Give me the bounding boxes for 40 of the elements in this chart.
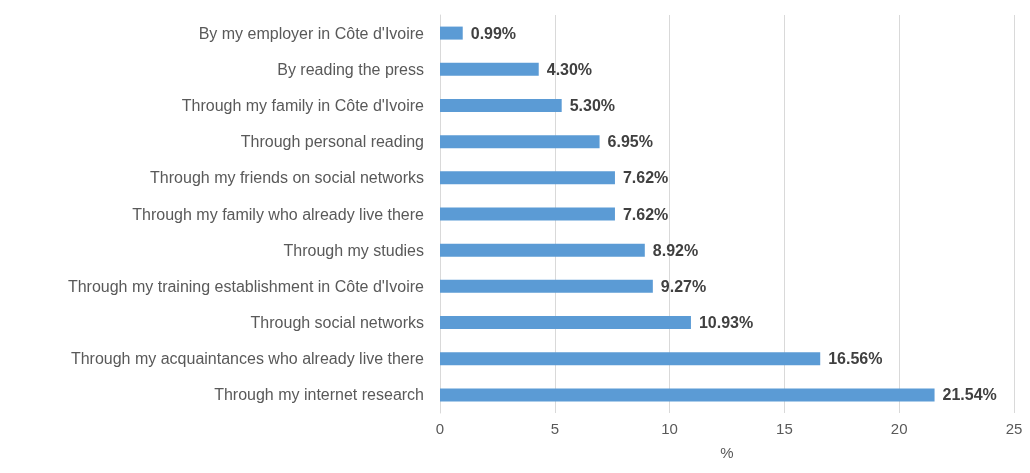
bar (440, 98, 562, 112)
bar (440, 388, 935, 402)
x-tick-label: 25 (1005, 420, 1023, 437)
y-tick-label: Through my studies (283, 241, 424, 259)
x-axis-title: % (720, 444, 734, 461)
y-tick-label: By my employer in Côte d'Ivoire (198, 24, 425, 42)
bar (440, 171, 615, 185)
x-tick-label: 15 (776, 420, 793, 437)
bar (440, 135, 600, 149)
data-label: 8.92% (652, 241, 699, 259)
data-label: 21.54% (942, 386, 997, 404)
data-label: 6.95% (607, 133, 653, 151)
y-tick-label: By reading the press (277, 60, 424, 78)
y-tick-label: Through my training establishment in Côte d'Ivoire (67, 277, 425, 295)
x-tick-label: 20 (890, 420, 908, 437)
bar (440, 352, 821, 366)
y-tick-label: Through my family who already live there (132, 205, 425, 223)
bar (440, 279, 653, 293)
data-label: 4.30% (546, 60, 593, 78)
y-tick-label: Through my acquaintances who already live there (70, 350, 425, 368)
y-tick-label: Through social networks (250, 314, 424, 332)
bar (440, 243, 645, 257)
data-label: 5.30% (569, 96, 616, 114)
data-label: 0.99% (470, 24, 517, 42)
x-tick-label: 10 (661, 420, 678, 437)
x-tick-label: 0 (435, 420, 445, 437)
data-label: 9.27% (660, 277, 707, 295)
x-tick-label: 5 (550, 420, 559, 437)
y-tick-label: Through my friends on social networks (150, 169, 424, 187)
data-label: 10.93% (698, 314, 754, 332)
y-tick-label: Through my family in Côte d'Ivoire (181, 96, 425, 114)
y-tick-label: Through my internet research (214, 386, 424, 404)
bar (440, 26, 463, 40)
data-label: 7.62% (622, 205, 669, 223)
y-tick-label: Through personal reading (240, 133, 424, 151)
data-label: 7.62% (622, 169, 669, 187)
data-label: 16.56% (828, 350, 883, 368)
bar (440, 62, 539, 76)
bar (440, 316, 691, 330)
bar (440, 207, 615, 221)
